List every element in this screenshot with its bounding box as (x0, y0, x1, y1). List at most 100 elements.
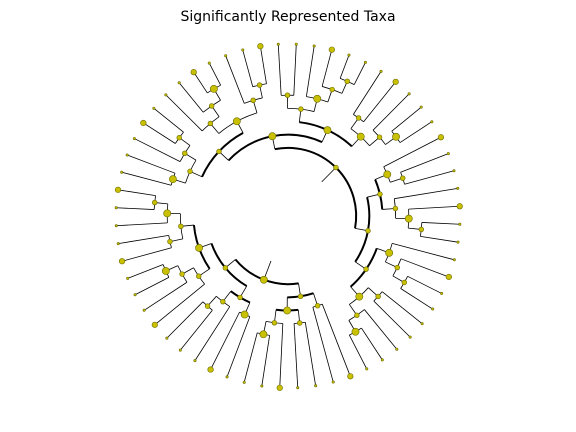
clade-node (377, 191, 383, 197)
clade-node (161, 267, 170, 275)
leaf-branch (180, 309, 213, 351)
leaf-branch (293, 44, 297, 96)
clade-node (250, 97, 256, 104)
tip-marker (165, 336, 169, 340)
significant-tip-marker (114, 186, 122, 193)
clade-node (283, 306, 292, 315)
leaf-branch (339, 55, 350, 79)
tip-marker (446, 152, 450, 156)
tip-marker (395, 347, 399, 351)
leaf-branch (226, 316, 251, 377)
clade-node (314, 303, 321, 309)
clade-node (313, 94, 322, 103)
leaf-branch (394, 187, 458, 200)
clade-node (355, 292, 364, 301)
clade-node (167, 238, 173, 245)
clade-node (385, 248, 394, 257)
leaf-branch (293, 323, 299, 388)
clade-node (152, 199, 158, 206)
significant-tip-marker (437, 134, 445, 141)
tip-marker (225, 375, 229, 379)
leaf-branch (400, 258, 449, 278)
tip-marker (178, 348, 182, 352)
clade-node (209, 84, 218, 93)
clade-node (216, 148, 222, 155)
tip-marker (193, 359, 197, 363)
tip-marker (133, 293, 137, 297)
leaf-branch (420, 235, 459, 243)
clade-node (207, 120, 214, 127)
clade-node (240, 310, 249, 319)
tip-marker (126, 276, 130, 280)
clade-node (284, 92, 291, 98)
leaf-branch (408, 205, 460, 210)
leaf-branch (243, 332, 258, 383)
tip-marker (440, 291, 444, 295)
leaf-branch (407, 275, 442, 294)
clade-node (401, 279, 408, 286)
leaf-branch (383, 136, 442, 168)
significant-tip-marker (445, 273, 452, 281)
clade-node (259, 330, 268, 339)
leaf-branch (304, 322, 317, 386)
leaf-branch (118, 235, 169, 245)
tip-marker (379, 69, 383, 73)
clade-node (404, 214, 413, 223)
clade-node (259, 275, 268, 284)
leaf-branch (117, 189, 156, 197)
leaf-branch (372, 93, 410, 131)
leaf-branch (399, 121, 433, 143)
significant-tip-marker (151, 321, 158, 328)
leaf-branch (404, 170, 455, 185)
clade-node (375, 293, 381, 300)
tip-marker (452, 169, 456, 173)
leaf-branch (127, 154, 176, 174)
tip-marker (260, 384, 264, 388)
leaf-branch (210, 311, 240, 370)
leaf-branch (279, 323, 284, 388)
clade-node (169, 175, 177, 184)
leaf-branch (193, 71, 208, 94)
leaf-branch (127, 264, 164, 279)
clade-node (365, 228, 371, 234)
clade-node (163, 209, 172, 218)
tip-marker (114, 224, 118, 228)
clade-node (363, 266, 369, 272)
clade-node (256, 82, 263, 88)
clade-node (220, 298, 226, 305)
clade-node (297, 293, 304, 300)
clade-node (354, 312, 360, 318)
leaf-branch (153, 108, 184, 133)
leaf-branch (353, 62, 366, 85)
clade-node (383, 170, 392, 179)
leaf-branch (143, 122, 176, 144)
tip-marker (125, 153, 129, 157)
clade-node (271, 320, 278, 326)
tip-marker (456, 186, 460, 190)
clade-node (376, 134, 383, 140)
clade-node (298, 106, 304, 112)
tip-marker (407, 92, 411, 96)
clade-node (400, 175, 406, 181)
tip-marker (242, 380, 246, 384)
tip-marker (164, 93, 168, 97)
leaf-branch (121, 171, 172, 186)
leaf-branch (312, 307, 334, 383)
leaf-branch (143, 281, 188, 311)
leaf-branch (261, 335, 271, 387)
tip-marker (314, 384, 318, 388)
internal-branch (321, 167, 337, 183)
tip-marker (431, 307, 435, 311)
clade-node (333, 164, 339, 171)
tip-marker (241, 48, 245, 52)
tip-marker (294, 42, 298, 46)
clade-node (182, 150, 188, 157)
leaf-branch (194, 306, 231, 361)
tip-marker (365, 367, 369, 371)
significant-tip-marker (118, 258, 126, 265)
tip-marker (420, 322, 424, 326)
clade-node (268, 132, 277, 141)
significant-tip-marker (207, 366, 214, 373)
leaf-branch (154, 283, 205, 326)
leaf-branch (121, 247, 172, 262)
